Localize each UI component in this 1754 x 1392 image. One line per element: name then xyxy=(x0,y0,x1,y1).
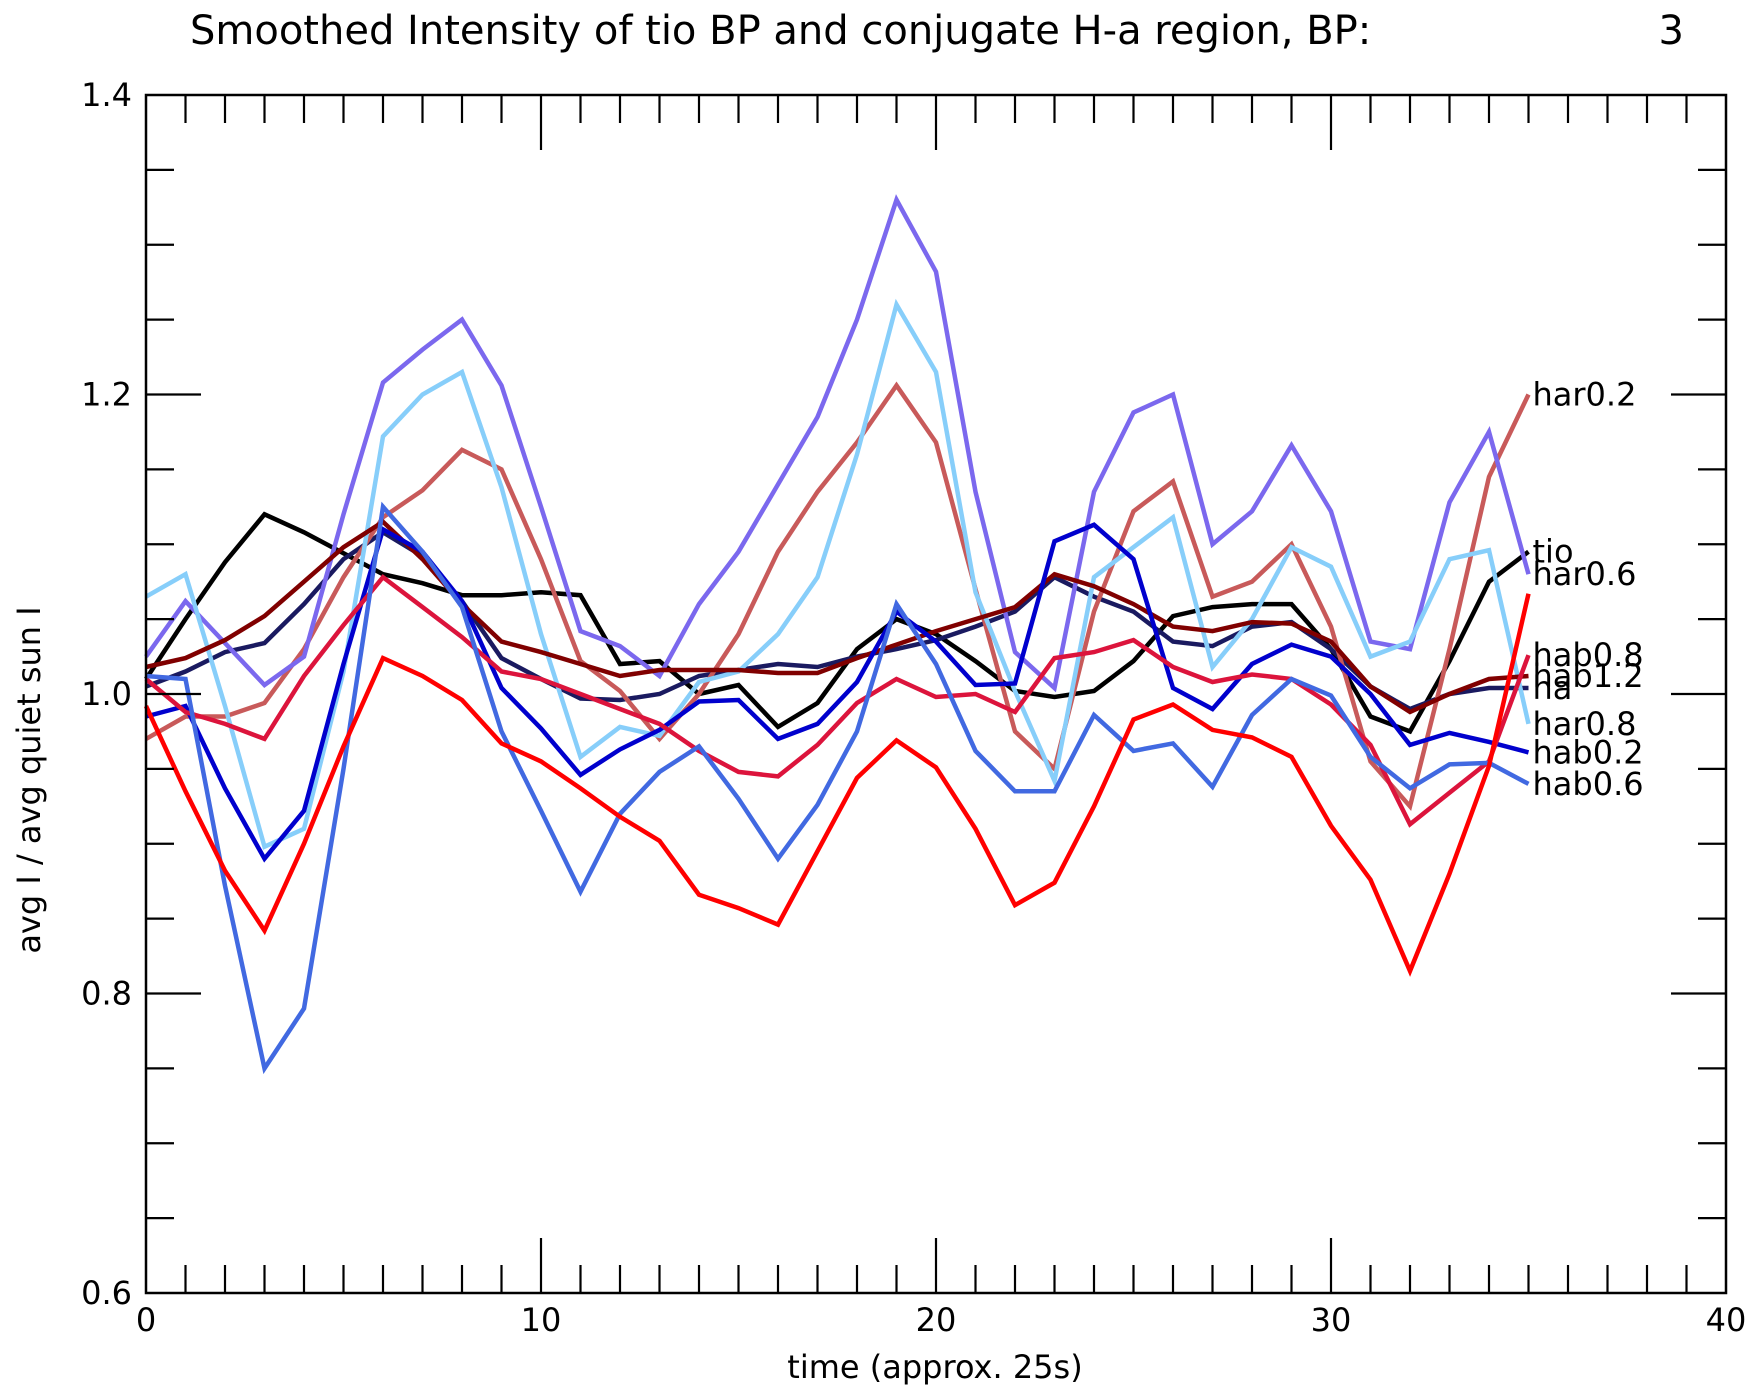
series-line-har0-8 xyxy=(144,298,1531,850)
line-label-ha: ha xyxy=(1533,669,1573,707)
x-tick-label: 20 xyxy=(916,1301,957,1339)
x-tick-label: 40 xyxy=(1706,1301,1747,1339)
series-line-tio xyxy=(144,511,1530,735)
series-line-hab1-2 xyxy=(145,518,1529,715)
line-label-har0-6: har0.6 xyxy=(1533,555,1637,593)
line-label-hab1-2: hab1.2 xyxy=(1533,657,1644,695)
x-axis-label: time (approx. 25s) xyxy=(787,1348,1082,1386)
axis-ticks xyxy=(146,95,1726,1293)
line-label-hab0-6: hab0.6 xyxy=(1533,765,1644,803)
y-tick-label: 0.6 xyxy=(81,1274,132,1312)
y-tick-label: 1.0 xyxy=(81,675,132,713)
series-line-hab0-6 xyxy=(145,501,1530,1075)
series-line-10 xyxy=(143,593,1531,977)
axis-tick-labels: 0 10 20 30 40 0.6 0.8 1.0 1.2 1.4 xyxy=(81,76,1746,1339)
line-label-hab0-2: hab0.2 xyxy=(1533,733,1644,771)
chart-title-value: 3 xyxy=(1659,8,1684,54)
plot-frame xyxy=(144,93,1728,1295)
chart-title: Smoothed Intensity of tio BP and conjuga… xyxy=(190,8,1371,54)
x-tick-label: 0 xyxy=(136,1301,156,1339)
line-label-tio: tio xyxy=(1533,533,1574,571)
y-tick-label: 1.4 xyxy=(81,76,132,114)
line-label-hab0-8: hab0.8 xyxy=(1533,636,1644,674)
series-line-har0-6 xyxy=(144,194,1531,693)
line-label-har0-2: har0.2 xyxy=(1533,376,1637,414)
series-group xyxy=(143,194,1531,1075)
line-label-har0-8: har0.8 xyxy=(1533,705,1637,743)
y-tick-label: 0.8 xyxy=(81,975,132,1013)
x-tick-label: 10 xyxy=(521,1301,562,1339)
y-axis-label: avg I / avg quiet sun I xyxy=(10,606,48,953)
y-tick-label: 1.2 xyxy=(81,376,132,414)
x-tick-label: 30 xyxy=(1311,1301,1352,1339)
line-labels: har0.2tiohahar0.6har0.8hab1.2hab0.2hab0.… xyxy=(1533,376,1644,803)
